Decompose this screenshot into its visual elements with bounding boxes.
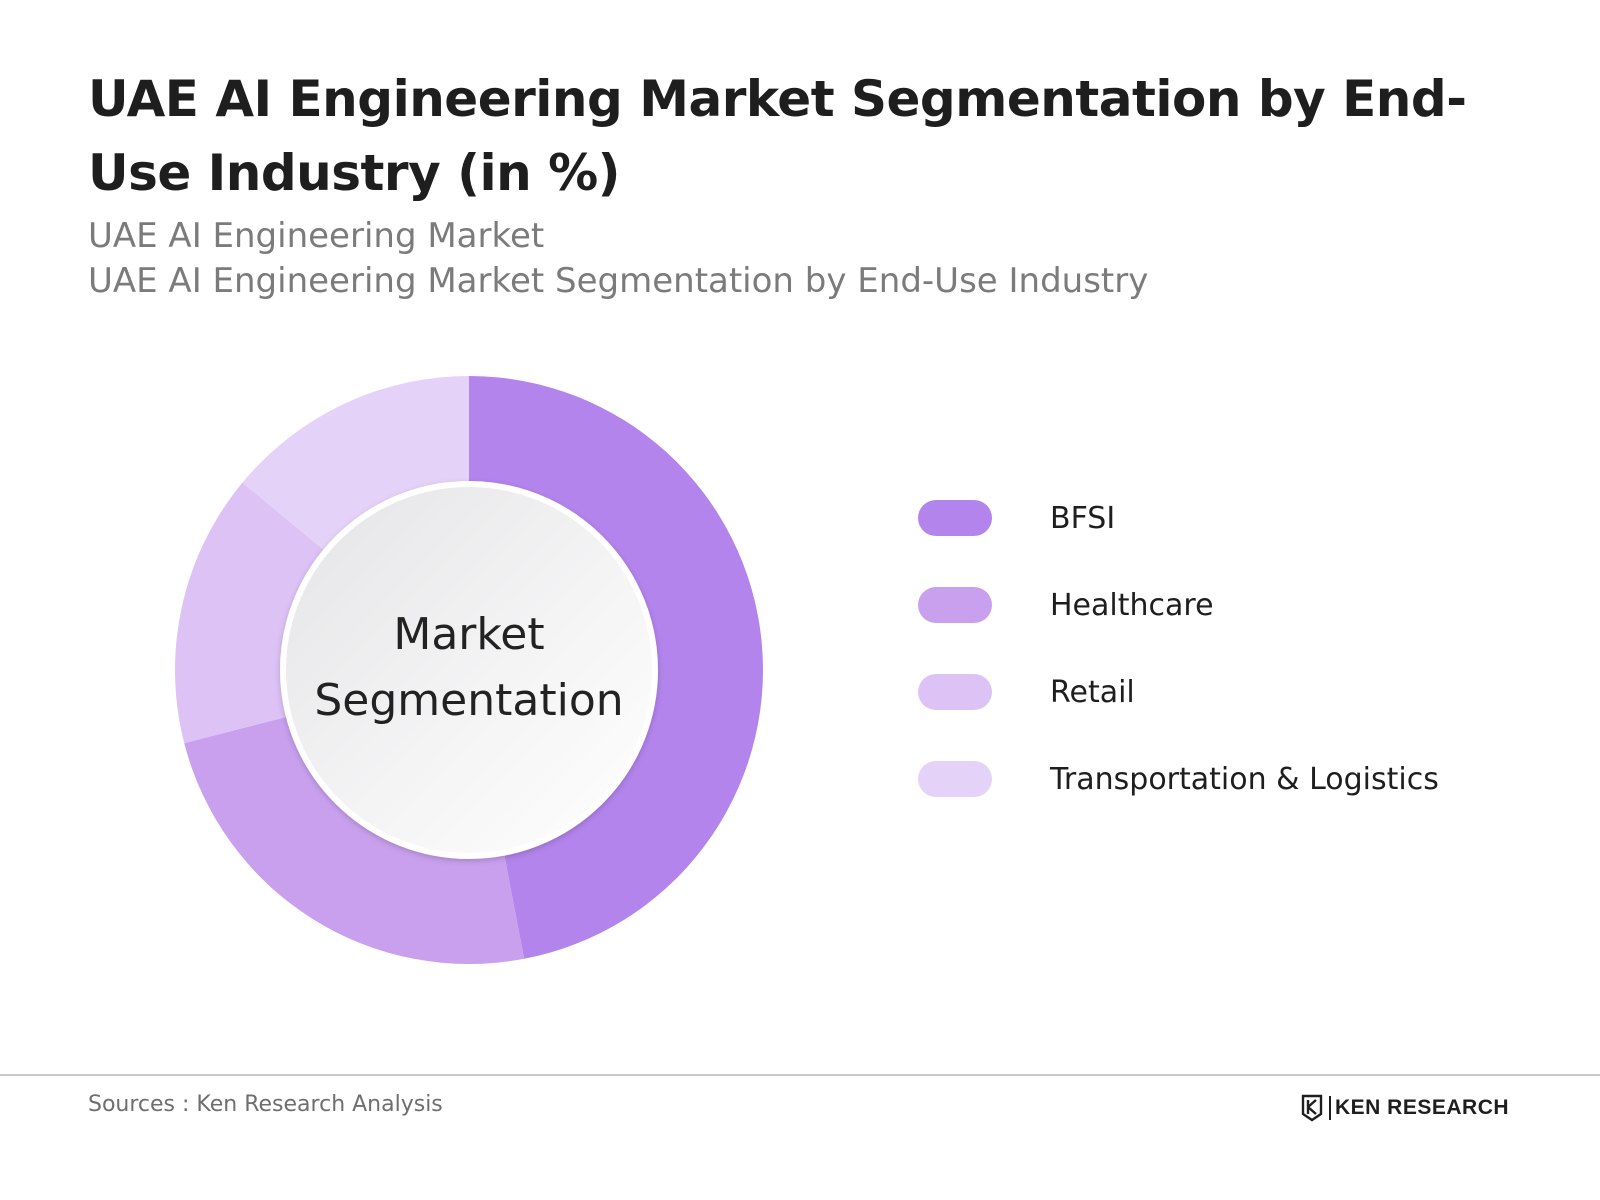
- donut-slice-retail: [175, 482, 328, 744]
- subtitle-segmentation: UAE AI Engineering Market Segmentation b…: [88, 261, 1149, 301]
- brand-separator: [1329, 1096, 1331, 1120]
- legend-item-transportation-logistics: Transportation & Logistics: [918, 761, 1538, 797]
- ken-research-logo-icon: [1301, 1094, 1323, 1122]
- legend-swatch-transportation-logistics: [918, 761, 992, 797]
- legend-label-transportation-logistics: Transportation & Logistics: [1050, 761, 1439, 797]
- donut-slice-bfsi: [469, 376, 763, 959]
- legend-swatch-retail: [918, 674, 992, 710]
- footer-divider: [0, 1074, 1600, 1076]
- legend-label-healthcare: Healthcare: [1050, 587, 1214, 623]
- donut-slice-transportation-logistics: [242, 376, 469, 553]
- chart-title: UAE AI Engineering Market Segmentation b…: [88, 70, 1467, 202]
- legend-label-bfsi: BFSI: [1050, 500, 1116, 536]
- donut-slice-healthcare: [184, 715, 525, 965]
- subtitle-market: UAE AI Engineering Market: [88, 216, 545, 256]
- legend-swatch-bfsi: [918, 500, 992, 536]
- center-label-line-1: Market: [393, 609, 545, 660]
- legend-item-bfsi: BFSI: [918, 500, 1538, 536]
- donut-center: [280, 481, 658, 859]
- legend-label-retail: Retail: [1050, 674, 1135, 710]
- brand-name: KEN RESEARCH: [1335, 1096, 1510, 1119]
- donut-center-label: Market Segmentation: [286, 602, 652, 734]
- legend-item-healthcare: Healthcare: [918, 587, 1538, 623]
- legend-swatch-healthcare: [918, 587, 992, 623]
- chart-legend: BFSI Healthcare Retail Transportation & Log…: [918, 500, 1538, 848]
- center-label-line-2: Segmentation: [314, 675, 624, 726]
- brand: KEN RESEARCH: [1300, 1094, 1509, 1122]
- legend-item-retail: Retail: [918, 674, 1538, 710]
- sources-note: Sources : Ken Research Analysis: [88, 1092, 443, 1117]
